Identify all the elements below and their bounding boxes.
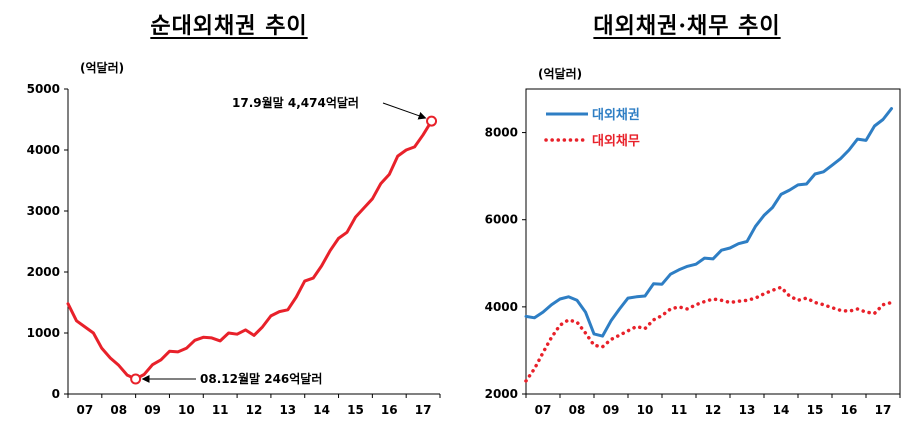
external-claims-liabilities-panel: 대외채권·채무 추이 (억달러) 2000 4000 6000 8000 07 08 09 10…	[458, 0, 916, 437]
x-tick-label: 08	[110, 403, 127, 417]
x-tick-label: 14	[313, 403, 330, 417]
x-tick-label: 12	[246, 403, 263, 417]
y-tick-label: 6000	[485, 213, 518, 227]
y-tick-label: 0	[52, 387, 60, 401]
y-tick-label: 4000	[485, 300, 518, 314]
trough-annotation: 08.12월말 246억달러	[200, 371, 322, 386]
net-external-claims-panel: 순대외채권 추이 (억달러) 0 1000 2000 3000 4000 5000 07 08 0…	[0, 0, 458, 437]
x-tick-label: 07	[535, 403, 552, 417]
x-tick-label: 13	[279, 403, 296, 417]
y-tick-label: 2000	[485, 387, 518, 401]
plot-frame	[526, 89, 900, 394]
x-tick-label: 15	[807, 403, 824, 417]
y-unit-label: (억달러)	[80, 60, 124, 75]
y-tick-label: 4000	[27, 143, 60, 157]
y-unit-label: (억달러)	[538, 66, 582, 81]
x-tick-label: 09	[603, 403, 620, 417]
x-tick-label: 13	[739, 403, 756, 417]
x-tick-label: 07	[77, 403, 94, 417]
x-tick-label: 08	[569, 403, 586, 417]
peak-marker	[427, 117, 436, 126]
legend-label-claims: 대외채권	[592, 107, 640, 123]
x-tick-label: 14	[773, 403, 790, 417]
legend-label-liabilities: 대외채무	[592, 133, 640, 149]
x-tick-label: 11	[671, 403, 688, 417]
x-tick-label: 17	[875, 403, 892, 417]
trough-marker	[131, 374, 140, 383]
x-tick-label: 16	[841, 403, 858, 417]
series-line-1	[526, 109, 892, 337]
series-line-2	[526, 287, 892, 381]
peak-annotation: 17.9월말 4,474억달러	[232, 95, 359, 110]
x-tick-label: 09	[144, 403, 161, 417]
y-tick-label: 2000	[27, 265, 60, 279]
y-tick-label: 8000	[485, 126, 518, 140]
y-tick-label: 1000	[27, 326, 60, 340]
x-tick-label: 16	[381, 403, 398, 417]
y-tick-label: 5000	[27, 82, 60, 96]
y-tick-label: 3000	[27, 204, 60, 218]
series-line-1	[68, 121, 432, 379]
peak-arrow	[383, 103, 426, 118]
x-tick-label: 17	[415, 403, 432, 417]
net-external-claims-chart: (억달러) 0 1000 2000 3000 4000 5000 07 08 09 10 11 12 13…	[0, 0, 458, 437]
external-claims-liabilities-chart: (억달러) 2000 4000 6000 8000 07 08 09 10 11 12 13 14 15 1…	[458, 0, 916, 437]
x-tick-label: 11	[212, 403, 229, 417]
x-tick-label: 15	[347, 403, 364, 417]
x-tick-label: 12	[705, 403, 722, 417]
x-tick-label: 10	[637, 403, 654, 417]
x-tick-label: 10	[178, 403, 195, 417]
